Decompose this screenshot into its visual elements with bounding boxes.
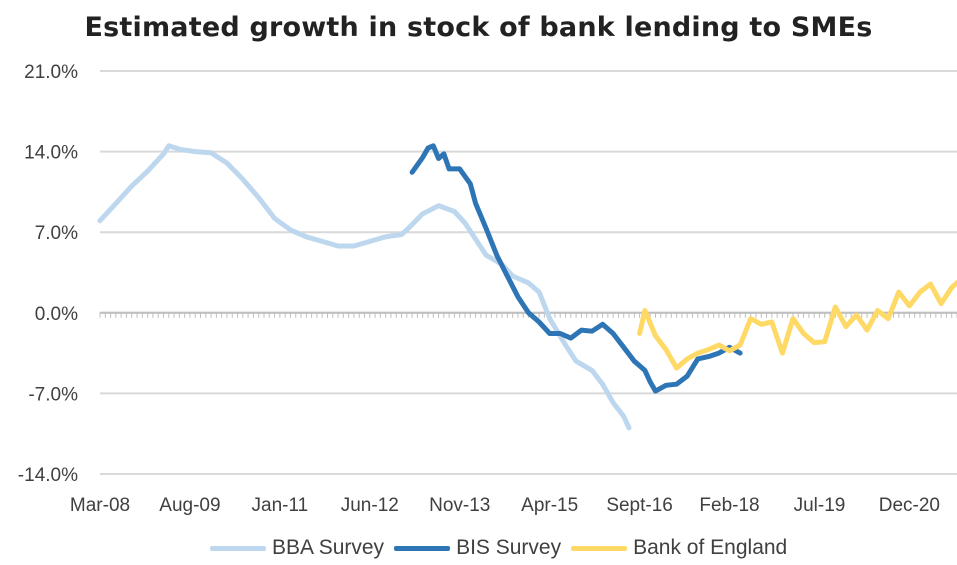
legend-swatch-bba	[210, 545, 266, 551]
x-tick-label: Jun-12	[341, 495, 399, 516]
chart-title: Estimated growth in stock of bank lendin…	[84, 12, 873, 43]
legend-item-bis: BIS Survey	[394, 536, 561, 560]
legend-label-bis: BIS Survey	[456, 536, 562, 559]
series-lines	[97, 143, 957, 431]
y-tick-label: 21.0%	[24, 62, 78, 83]
y-axis-tick-labels: -14.0% -7.0% 0.0% 7.0% 14.0% 21.0%	[18, 62, 78, 486]
x-tick-label: Apr-15	[521, 495, 578, 516]
x-tick-label: Feb-18	[699, 495, 759, 516]
legend-label-boe: Bank of England	[633, 536, 788, 559]
series-line-bba-survey	[97, 143, 632, 431]
x-tick-label: Jan-11	[252, 495, 309, 516]
series-line-bank-of-england	[637, 279, 957, 371]
legend: BBA Survey BIS Survey Bank of England	[210, 536, 797, 560]
y-tick-label: 7.0%	[35, 223, 78, 244]
x-tick-label: Aug-09	[159, 495, 220, 516]
legend-item-bba: BBA Survey	[210, 536, 384, 560]
y-tick-label: 0.0%	[35, 304, 78, 325]
x-tick-label: Jul-19	[794, 495, 846, 516]
y-tick-label: -7.0%	[28, 384, 78, 405]
x-tick-label: Mar-08	[70, 495, 130, 516]
legend-item-boe: Bank of England	[571, 536, 787, 560]
x-tick-label: Nov-13	[429, 495, 490, 516]
gridlines	[99, 70, 957, 475]
series-line-bis-survey	[409, 143, 743, 394]
y-tick-label: 14.0%	[24, 143, 78, 164]
x-axis-tick-labels: Mar-08 Aug-09 Jan-11 Jun-12 Nov-13 Apr-15 Sept…	[70, 495, 940, 516]
legend-label-bba: BBA Survey	[272, 536, 385, 559]
legend-swatch-boe	[571, 545, 628, 551]
x-tick-label: Dec-20	[879, 495, 940, 516]
y-tick-label: -14.0%	[18, 465, 78, 486]
x-tick-label: Sept-16	[606, 495, 673, 516]
legend-swatch-bis	[394, 545, 451, 551]
